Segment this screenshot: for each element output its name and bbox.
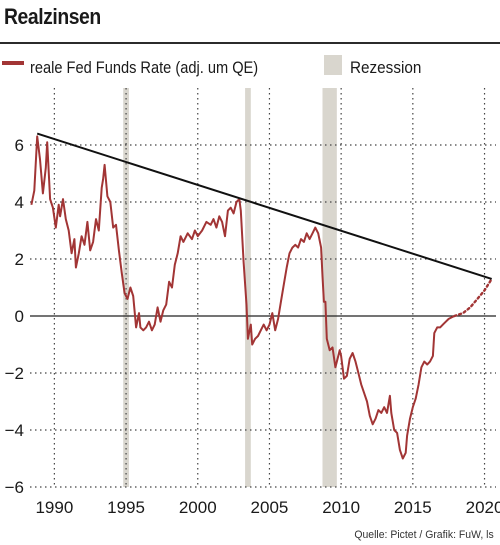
y-tick-label: 0 [15,307,24,326]
x-tick-label: 2020 [466,498,500,517]
chart-title: Realzinsen [4,4,101,29]
source-note: Quelle: Pictet / Grafik: FuW, ls [354,529,494,541]
legend-series-label: reale Fed Funds Rate (adj. um QE) [30,59,258,77]
x-tick-label: 2010 [322,498,360,517]
x-tick-label: 2015 [394,498,432,517]
title-rule [0,42,500,44]
series-line-fed-funds-rate [30,135,455,460]
legend-series-swatch [2,61,24,65]
legend: reale Fed Funds Rate (adj. um QE) Rezess… [2,55,421,77]
y-tick-label: 2 [15,250,24,269]
y-tick-label: −2 [5,364,24,383]
series-lines [30,132,493,460]
x-tick-label: 1990 [35,498,73,517]
x-tick-label: 2005 [251,498,289,517]
recession-band-2 [245,88,251,487]
y-tick-label: 6 [15,136,24,155]
y-axis-ticks: 6 4 2 0 −2 −4 −6 [5,136,24,497]
x-tick-label: 2000 [179,498,217,517]
recession-bands [123,88,337,487]
grid-lines [30,88,496,488]
series-projection-line [453,277,493,318]
x-tick-label: 1995 [107,498,145,517]
y-tick-label: 4 [15,193,24,212]
recession-band-3 [322,88,337,487]
legend-recession-swatch [324,55,342,75]
recession-band-1 [123,88,129,487]
legend-recession-label: Rezession [350,58,421,77]
y-tick-label: −6 [5,478,24,497]
x-axis-ticks: 1990 1995 2000 2005 2010 2015 2020 [35,498,500,517]
trend-line [36,132,493,280]
y-tick-label: −4 [5,421,24,440]
